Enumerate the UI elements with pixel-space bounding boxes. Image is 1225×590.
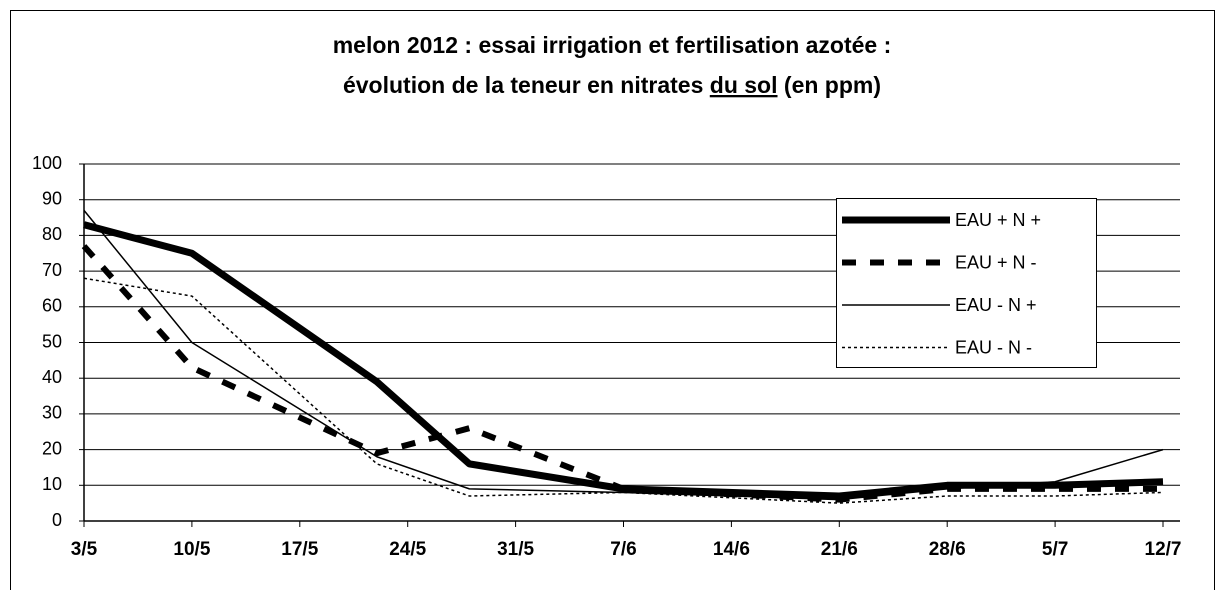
x-tick-label: 14/6: [713, 539, 750, 560]
y-tick-label: 90: [42, 188, 62, 208]
legend-label: EAU + N -: [955, 252, 1037, 272]
x-tick-label: 31/5: [497, 539, 534, 560]
chart-title: melon 2012 : essai irrigation et fertili…: [333, 32, 892, 58]
y-tick-label: 0: [52, 510, 62, 530]
y-tick-label: 40: [42, 367, 62, 387]
y-tick-label: 80: [42, 224, 62, 244]
series-line: [83, 277, 1164, 504]
y-tick-label: 60: [42, 296, 62, 316]
legend-box: [836, 198, 1097, 368]
y-tick-label: 20: [42, 438, 62, 458]
x-tick-label: 7/6: [610, 539, 636, 560]
title-part: (en ppm): [784, 72, 881, 98]
x-tick-label: 17/5: [281, 539, 318, 560]
y-tick-label: 10: [42, 474, 62, 494]
series-line: [81, 244, 1163, 503]
y-tick-label: 50: [42, 331, 62, 351]
legend-label: EAU + N +: [955, 210, 1041, 230]
chart-frame: [10, 10, 1215, 590]
x-tick-label: 28/6: [929, 539, 966, 560]
legend-label: EAU - N -: [955, 337, 1032, 357]
legend-label: EAU - N +: [955, 295, 1037, 315]
x-tick-label: 24/5: [389, 539, 426, 560]
series-line: [83, 209, 1164, 501]
y-tick-label: 100: [32, 153, 62, 173]
x-tick-label: 21/6: [821, 539, 858, 560]
title-part: évolution de la teneur en nitrates: [343, 72, 703, 98]
x-tick-label: 3/5: [71, 539, 98, 560]
x-tick-label: 10/5: [173, 539, 210, 560]
y-tick-label: 30: [42, 403, 62, 423]
y-tick-label: 70: [42, 260, 62, 280]
title-part: du sol: [710, 72, 778, 98]
x-tick-label: 5/7: [1042, 539, 1068, 560]
x-tick-label: 12/7: [1145, 539, 1182, 560]
chart-title: évolution de la teneur en nitrates du so…: [343, 72, 881, 98]
